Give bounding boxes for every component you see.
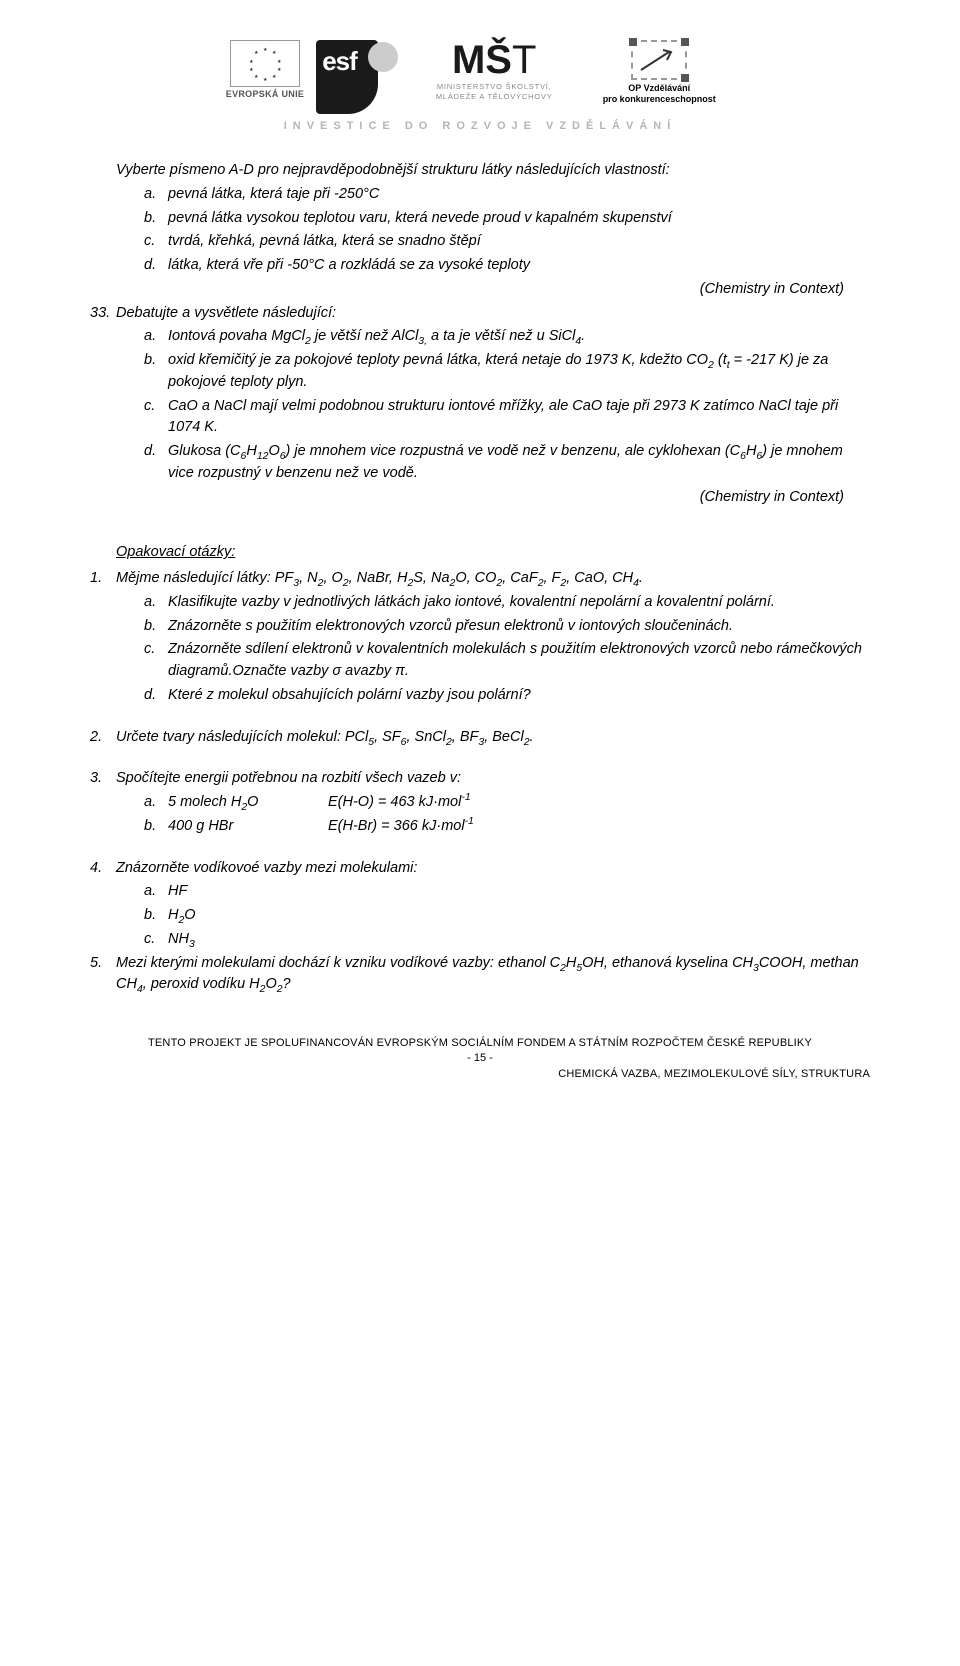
- list-item: pevná látka vysokou teplotou varu, která…: [168, 208, 870, 230]
- tagline: INVESTICE DO ROZVOJE VZDĚLÁVÁNÍ: [90, 120, 870, 132]
- eu-flag-icon: ★ ★ ★ ★ ★ ★ ★ ★ ★ ★: [230, 40, 300, 87]
- esf-head-icon: [368, 42, 398, 72]
- list-item: Které z molekul obsahujících polární vaz…: [168, 685, 870, 707]
- intro-text: Vyberte písmeno A-D pro nejpravděpodobně…: [116, 160, 870, 182]
- list-item: Klasifikujte vazby v jednotlivých látkác…: [168, 592, 870, 614]
- list-item: Znázorněte s použitím elektronových vzor…: [168, 616, 870, 638]
- eu-label: EVROPSKÁ UNIE: [226, 89, 304, 99]
- eq-right: E(H-Br) = 366 kJ·mol-1: [328, 816, 474, 838]
- review-item: Znázorněte vodíkovoé vazby mezi molekula…: [116, 858, 870, 880]
- esf-text: esf: [322, 46, 357, 77]
- list-marker: c.: [144, 396, 168, 440]
- op-line2: pro konkurenceschopnost: [603, 94, 716, 104]
- eu-logo: ★ ★ ★ ★ ★ ★ ★ ★ ★ ★ EVROPSKÁ UNIE: [226, 40, 304, 99]
- list-marker: d.: [144, 685, 168, 707]
- msmt-line2: MLÁDEŽE A TĚLOVÝCHOVY: [436, 92, 553, 101]
- list-marker: c.: [144, 639, 168, 683]
- list-marker: a.: [144, 326, 168, 348]
- review-item: Mezi kterými molekulami dochází k vzniku…: [116, 953, 870, 997]
- list-item: Glukosa (C6H12O6) je mnohem vice rozpust…: [168, 441, 870, 485]
- list-item: tvrdá, křehká, pevná látka, která se sna…: [168, 231, 870, 253]
- page-number: - 15 -: [90, 1051, 870, 1065]
- op-line1: OP Vzdělávání: [628, 83, 690, 93]
- list-item: CaO a NaCl mají velmi podobnou strukturu…: [168, 396, 870, 440]
- msmt-logo: MŠT MINISTERSTVO ŠKOLSTVÍ,MLÁDEŽE A TĚLO…: [416, 40, 572, 114]
- q33-num: 33.: [90, 303, 116, 325]
- num-marker: 1.: [90, 568, 116, 590]
- list-marker: d.: [144, 255, 168, 277]
- page: ★ ★ ★ ★ ★ ★ ★ ★ ★ ★ EVROPSKÁ UNIE esf MŠ…: [0, 0, 960, 1101]
- op-logo: OP Vzdělávánípro konkurenceschopnost: [584, 40, 734, 114]
- num-marker: 4.: [90, 858, 116, 880]
- num-marker: 2.: [90, 727, 116, 749]
- review-item: Mějme následující látky: PF3, N2, O2, Na…: [116, 568, 870, 590]
- footer: TENTO PROJEKT JE SPOLUFINANCOVÁN EVROPSK…: [90, 1036, 870, 1081]
- list-item: pevná látka, která taje při -250°C: [168, 184, 870, 206]
- review-item: Určete tvary následujících molekul: PCl5…: [116, 727, 870, 749]
- review-heading: Opakovací otázky:: [116, 542, 870, 564]
- review-item: Spočítejte energii potřebnou na rozbití …: [116, 768, 870, 790]
- list-marker: a.: [144, 881, 168, 903]
- q33-list: a.Iontová povaha MgCl2 je větší než AlCl…: [144, 326, 870, 484]
- header-logos: ★ ★ ★ ★ ★ ★ ★ ★ ★ ★ EVROPSKÁ UNIE esf MŠ…: [90, 40, 870, 114]
- q33-lead: Debatujte a vysvětlete následující:: [116, 305, 336, 321]
- list-marker: b.: [144, 905, 168, 927]
- num-marker: 3.: [90, 768, 116, 790]
- list-item: látka, která vře při -50°C a rozkládá se…: [168, 255, 870, 277]
- list-item: Znázorněte sdílení elektronů v kovalentn…: [168, 639, 870, 683]
- footer-line3: CHEMICKÁ VAZBA, MEZIMOLEKULOVÉ SÍLY, STR…: [90, 1067, 870, 1081]
- list-marker: b.: [144, 616, 168, 638]
- list-marker: b.: [144, 208, 168, 230]
- list-marker: d.: [144, 441, 168, 485]
- list-marker: a.: [144, 184, 168, 206]
- msmt-line1: MINISTERSTVO ŠKOLSTVÍ,: [437, 82, 552, 91]
- list-marker: b.: [144, 350, 168, 394]
- intro-list: a.pevná látka, která taje při -250°C b.p…: [144, 184, 870, 277]
- msmt-icon: MŠT: [452, 40, 536, 80]
- list-marker: c.: [144, 231, 168, 253]
- list-marker: b.: [144, 816, 168, 838]
- list-item: NH3: [168, 929, 870, 951]
- list-item: Iontová povaha MgCl2 je větší než AlCl3,…: [168, 326, 870, 348]
- citation: (Chemistry in Context): [90, 487, 844, 509]
- list-item: HF: [168, 881, 870, 903]
- num-marker: 5.: [90, 953, 116, 997]
- list-marker: a.: [144, 792, 168, 814]
- review-list: 1.Mějme následující látky: PF3, N2, O2, …: [90, 568, 870, 996]
- list-item: H2O: [168, 905, 870, 927]
- list-marker: c.: [144, 929, 168, 951]
- citation: (Chemistry in Context): [90, 279, 844, 301]
- esf-logo: esf: [316, 40, 404, 114]
- eq-left: 5 molech H2O: [168, 792, 328, 814]
- footer-line1: TENTO PROJEKT JE SPOLUFINANCOVÁN EVROPSK…: [90, 1036, 870, 1050]
- list-marker: a.: [144, 592, 168, 614]
- list-item: oxid křemičitý je za pokojové teploty pe…: [168, 350, 870, 394]
- q33: 33.Debatujte a vysvětlete následující:: [90, 303, 870, 325]
- content: Vyberte písmeno A-D pro nejpravděpodobně…: [90, 160, 870, 996]
- eq-right: E(H-O) = 463 kJ·mol-1: [328, 792, 471, 814]
- op-arrow-icon: [631, 40, 687, 80]
- eq-left: 400 g HBr: [168, 816, 328, 838]
